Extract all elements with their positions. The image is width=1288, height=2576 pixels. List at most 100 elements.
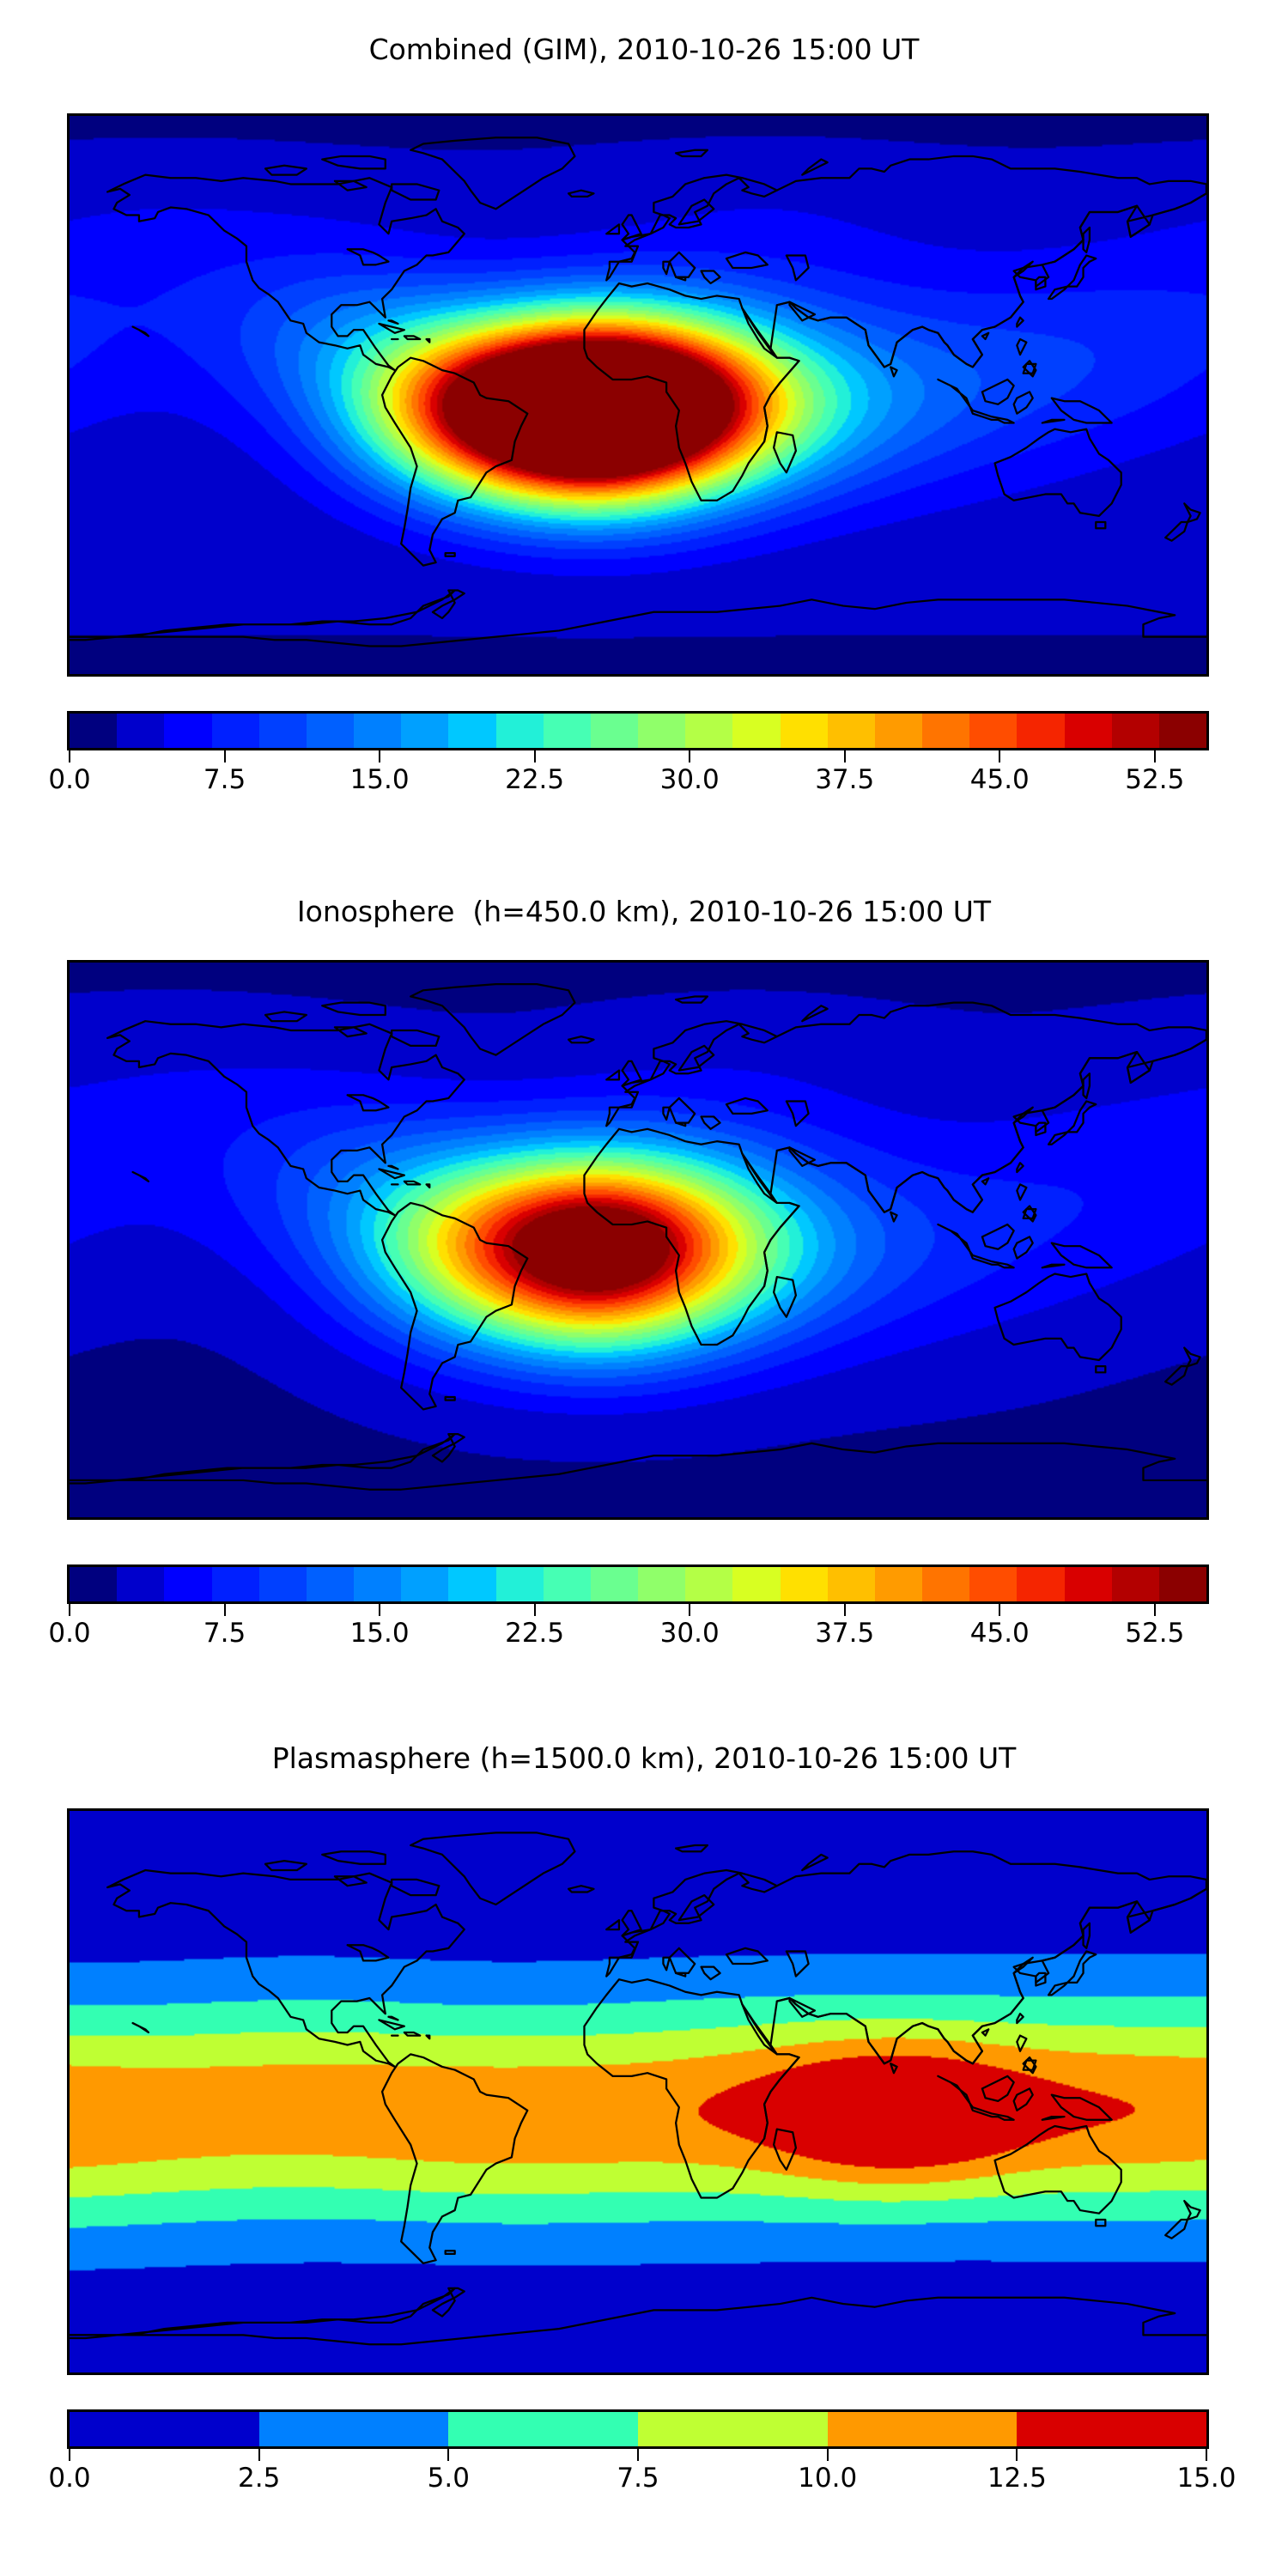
coastline-path [785, 1100, 810, 1127]
coastline-path [674, 276, 687, 282]
coastlines [70, 983, 1206, 1491]
coastline-path [725, 1947, 769, 1965]
panel-title-plasmasphere: Plasmasphere (h=1500.0 km), 2010-10-26 1… [271, 1741, 1017, 1775]
colorbar-segment [401, 714, 449, 748]
coastline-path [131, 325, 150, 337]
colorbar-segment [969, 714, 1018, 748]
coastline-path [700, 270, 721, 285]
colorbar-tick [533, 750, 536, 762]
colorbar-tick-label: 52.5 [1125, 764, 1185, 795]
coastline-path [674, 1121, 687, 1127]
coastline-path [1035, 276, 1047, 291]
tec-contour-map [70, 963, 1206, 1517]
coastline-path [937, 378, 1015, 424]
coastline-path [70, 2287, 456, 2340]
coastline-path [1012, 1236, 1034, 1260]
coastline-path [1016, 2034, 1028, 2052]
colorbar-tick [1153, 1604, 1156, 1616]
colorbar-labels-ionosphere: 0.0 7.5 15.0 22.5 30.0 37.5 45.0 52.5 [48, 1618, 1209, 1656]
coastline-path [981, 2075, 1015, 2103]
colorbar-segment [827, 714, 875, 748]
coastline-path [605, 173, 778, 282]
colorbar-segment [1017, 714, 1065, 748]
coastline-path [725, 251, 769, 270]
coastline-path [773, 2128, 798, 2171]
coastline-path [390, 1878, 440, 1897]
colorbar-segment [780, 1567, 828, 1601]
coastline-path [677, 1893, 715, 1922]
colorbar-tick [223, 1604, 226, 1616]
coastline-path [70, 589, 456, 641]
coastline-path [775, 1887, 1206, 2065]
coastline-path [621, 214, 642, 241]
colorbar-segment [117, 1567, 165, 1601]
coastline-path [1082, 1922, 1091, 1949]
coastline-path [1082, 226, 1091, 254]
colorbar-segment [827, 1567, 875, 1601]
coastline-path [1022, 1205, 1037, 1223]
colorbar-segment [543, 714, 591, 748]
coastline-path [1035, 1971, 1047, 1987]
colorbar-tick [637, 2449, 639, 2461]
coastline-path [668, 1097, 696, 1124]
colorbar-tick [258, 2449, 260, 2461]
colorbar-segment [638, 2412, 828, 2446]
coastline-path [1041, 2115, 1066, 2121]
colorbar-tick-label: 52.5 [1125, 1618, 1185, 1649]
coastline-path [890, 2063, 898, 2075]
coastline-path [1047, 1100, 1097, 1145]
coastline-path [981, 2028, 990, 2037]
coastline-path [677, 198, 715, 226]
colorbar-segment [164, 1567, 212, 1601]
coastline-path [1164, 2200, 1201, 2239]
coastline-path [346, 248, 390, 266]
coastline-path [1022, 2056, 1037, 2075]
coastline-path [1041, 418, 1066, 424]
colorbar-tick-label: 15.0 [349, 1618, 410, 1649]
coastline-path [1035, 1121, 1047, 1137]
coastline-path [1095, 1365, 1107, 1374]
coastline-path [403, 1180, 422, 1186]
colorbar-segment [258, 2412, 449, 2446]
colorbar-tick [1206, 2449, 1207, 2461]
coastline-path [785, 1950, 810, 1978]
coastline-path [937, 2075, 1015, 2121]
colorbar-tick [999, 750, 1001, 762]
coastline-path [410, 983, 576, 1056]
map-axes-combined-gim [67, 113, 1209, 677]
coastline-path [605, 1069, 621, 1081]
coastline-path [380, 356, 529, 567]
colorbar-tick [1016, 2449, 1018, 2461]
coastline-path [403, 2031, 422, 2037]
coastline-path [1016, 337, 1028, 356]
coastline-path [605, 223, 621, 235]
coastline-path [662, 260, 671, 276]
coastline-path [981, 1223, 1015, 1250]
coastline-path [801, 1005, 829, 1023]
colorbar-tick-label: 37.5 [815, 1618, 875, 1649]
coastline-path [264, 164, 307, 176]
coastline-path [1041, 1263, 1066, 1269]
colorbar-segment [258, 1567, 307, 1601]
colorbar-segment [638, 714, 686, 748]
coastline-path [387, 319, 399, 325]
colorbar-segment [590, 1567, 639, 1601]
colorbar-labels-combined-gim: 0.0 7.5 15.0 22.5 30.0 37.5 45.0 52.5 [48, 764, 1209, 802]
colorbar-tick [826, 2449, 829, 2461]
coastline-path [1095, 2218, 1107, 2227]
colorbar-ticks-ionosphere [67, 1604, 1209, 1618]
colorbar-tick-label: 12.5 [987, 2463, 1047, 2494]
colorbar-tick [69, 750, 70, 762]
coastline-path [668, 251, 696, 278]
map-axes-ionosphere [67, 960, 1209, 1520]
map-axes-plasmasphere [67, 1808, 1209, 2375]
colorbar-segment [448, 2412, 639, 2446]
colorbar-group-plasmasphere: 0.0 2.5 5.0 7.5 10.0 12.5 15.0 [48, 2409, 1236, 2500]
colorbar-segment [780, 714, 828, 748]
colorbar-tick-label: 7.5 [203, 764, 246, 795]
colorbar-tick-label: 37.5 [815, 764, 875, 795]
coastline-path [1016, 1162, 1024, 1174]
coastline-path [981, 1177, 990, 1186]
coastline-path [380, 2053, 529, 2264]
colorbar-tick [223, 750, 226, 762]
